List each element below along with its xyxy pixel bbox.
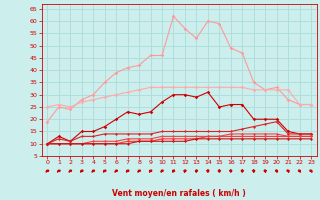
Text: Vent moyen/en rafales ( km/h ): Vent moyen/en rafales ( km/h )	[112, 189, 246, 198]
